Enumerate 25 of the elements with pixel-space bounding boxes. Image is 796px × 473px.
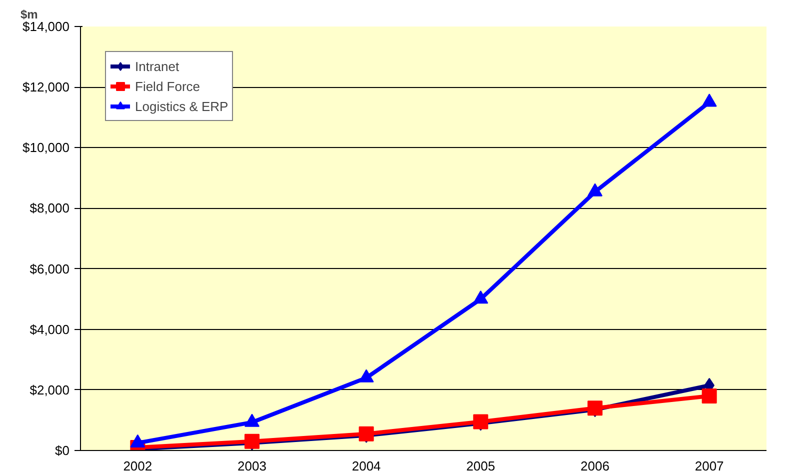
y-tick-label: $8,000 [30, 200, 70, 216]
y-tick-label: $0 [55, 443, 70, 458]
point [358, 426, 374, 442]
legend-label: Logistics & ERP [135, 98, 228, 114]
y-tick-label: $14,000 [22, 19, 70, 34]
x-tick-label: 2004 [352, 458, 381, 473]
point [702, 94, 717, 107]
point [358, 369, 374, 382]
y-tick-label: $4,000 [30, 322, 70, 337]
y-tick-label: $6,000 [30, 261, 70, 276]
y-axis-title: $m [20, 8, 38, 22]
x-tick-label: 2005 [466, 458, 496, 473]
y-tick-label: $2,000 [30, 382, 70, 398]
y-tick-label: $10,000 [22, 140, 70, 156]
legend-label: Intranet [135, 58, 180, 74]
y-tick-label: $12,000 [22, 80, 70, 95]
x-tick-label: 2006 [580, 458, 610, 473]
point [702, 388, 717, 404]
x-tick-label: 2007 [694, 458, 724, 473]
legend-label: Field Force [135, 78, 200, 94]
point [473, 290, 488, 304]
point [473, 414, 488, 430]
x-tick-label: 2003 [238, 458, 266, 473]
point [588, 183, 602, 196]
x-tick-label: 2002 [123, 458, 152, 473]
